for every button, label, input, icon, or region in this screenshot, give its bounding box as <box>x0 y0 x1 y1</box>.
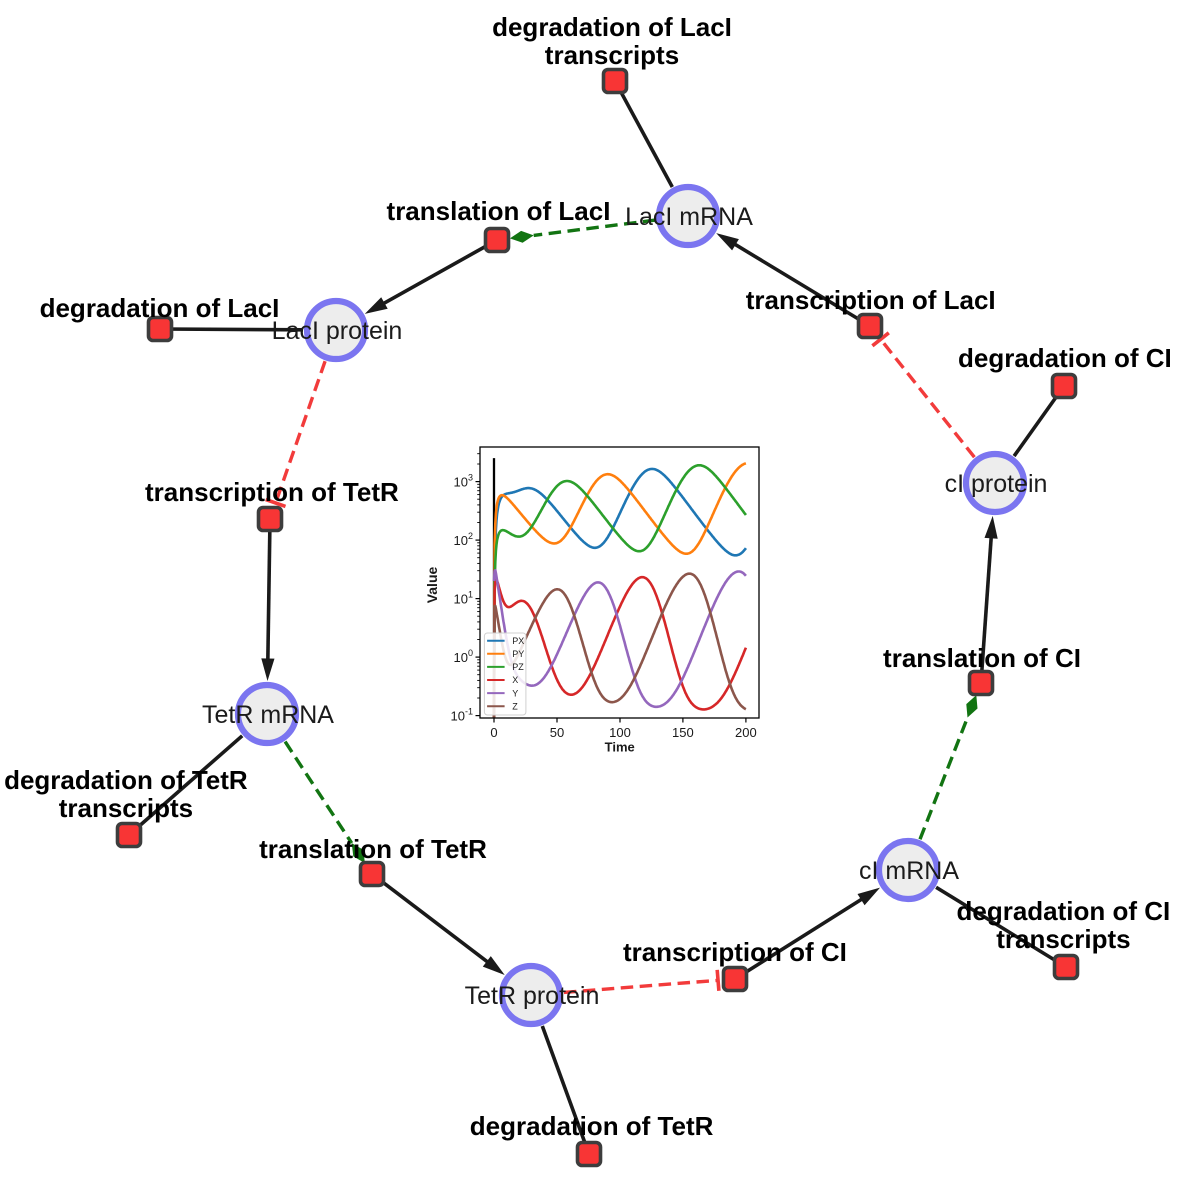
svg-text:PZ: PZ <box>512 662 524 672</box>
svg-text:degradation of CI: degradation of CI <box>957 896 1171 926</box>
svg-text:PY: PY <box>512 649 524 659</box>
svg-text:101: 101 <box>454 589 473 606</box>
svg-text:LacI mRNA: LacI mRNA <box>625 203 753 231</box>
svg-text:200: 200 <box>735 725 757 740</box>
svg-text:cI mRNA: cI mRNA <box>859 857 959 885</box>
svg-text:degradation of TetR: degradation of TetR <box>470 1111 714 1141</box>
svg-text:10-1: 10-1 <box>451 706 473 723</box>
svg-text:transcripts: transcripts <box>996 924 1130 954</box>
svg-text:TetR protein: TetR protein <box>465 982 600 1010</box>
svg-text:50: 50 <box>550 725 564 740</box>
svg-text:100: 100 <box>454 648 473 665</box>
svg-text:150: 150 <box>672 725 694 740</box>
svg-text:transcription of TetR: transcription of TetR <box>145 477 399 507</box>
svg-text:degradation of LacI: degradation of LacI <box>40 293 280 323</box>
svg-text:transcripts: transcripts <box>545 40 679 70</box>
svg-text:Time: Time <box>605 740 635 755</box>
svg-text:103: 103 <box>454 472 473 489</box>
svg-text:cI protein: cI protein <box>945 470 1048 498</box>
svg-text:degradation of LacI: degradation of LacI <box>492 12 732 42</box>
svg-text:transcripts: transcripts <box>59 793 193 823</box>
svg-text:translation of TetR: translation of TetR <box>259 834 487 864</box>
svg-text:translation of LacI: translation of LacI <box>387 196 611 226</box>
svg-text:Z: Z <box>512 701 518 711</box>
svg-text:102: 102 <box>454 531 473 548</box>
svg-text:translation of CI: translation of CI <box>883 643 1081 673</box>
svg-text:transcription of CI: transcription of CI <box>623 937 847 967</box>
svg-text:LacI protein: LacI protein <box>272 317 403 345</box>
svg-text:transcription of LacI: transcription of LacI <box>746 285 996 315</box>
svg-text:degradation of TetR: degradation of TetR <box>4 765 248 795</box>
svg-text:100: 100 <box>609 725 631 740</box>
svg-text:0: 0 <box>490 725 497 740</box>
svg-text:degradation of CI: degradation of CI <box>958 343 1172 373</box>
svg-text:TetR mRNA: TetR mRNA <box>202 701 334 729</box>
svg-text:X: X <box>512 675 518 685</box>
svg-text:Value: Value <box>424 567 440 604</box>
svg-text:Y: Y <box>512 688 518 698</box>
svg-text:PX: PX <box>512 636 524 646</box>
